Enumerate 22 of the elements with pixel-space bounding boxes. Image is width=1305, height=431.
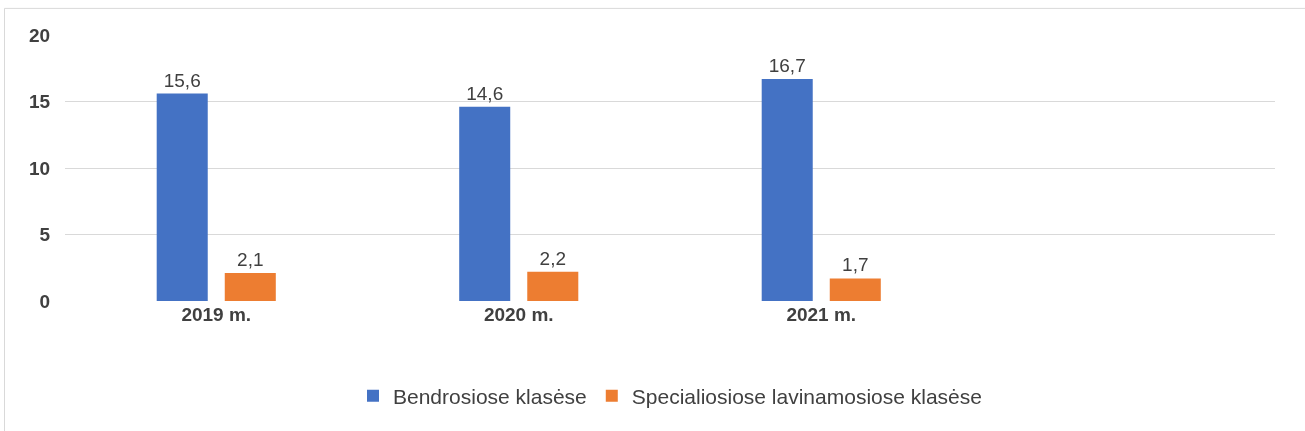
data-label: 14,6 [466, 82, 504, 104]
data-label: 2,1 [237, 249, 264, 271]
data-label: 2,2 [539, 247, 566, 269]
data-label: 16,7 [768, 54, 806, 76]
legend-label: Bendrosiose klasėse [393, 384, 587, 408]
legend-label: Specialiosiose lavinamosiose klasėse [631, 384, 982, 408]
bar [527, 271, 579, 301]
x-tick-label: 2021 m. [786, 304, 857, 325]
data-label: 15,6 [163, 69, 201, 91]
bar [156, 93, 208, 301]
y-tick-label: 5 [39, 224, 51, 246]
y-tick-label: 10 [29, 157, 51, 179]
bar [761, 78, 813, 301]
bar [829, 278, 881, 301]
bar [459, 106, 511, 301]
data-label: 1,7 [842, 254, 869, 276]
x-tick-label: 2020 m. [483, 304, 554, 325]
y-tick-label: 0 [39, 290, 51, 312]
y-tick-label: 20 [29, 24, 51, 46]
bar [224, 273, 276, 301]
x-tick-label: 2019 m. [181, 304, 252, 325]
y-tick-label: 15 [29, 91, 51, 113]
